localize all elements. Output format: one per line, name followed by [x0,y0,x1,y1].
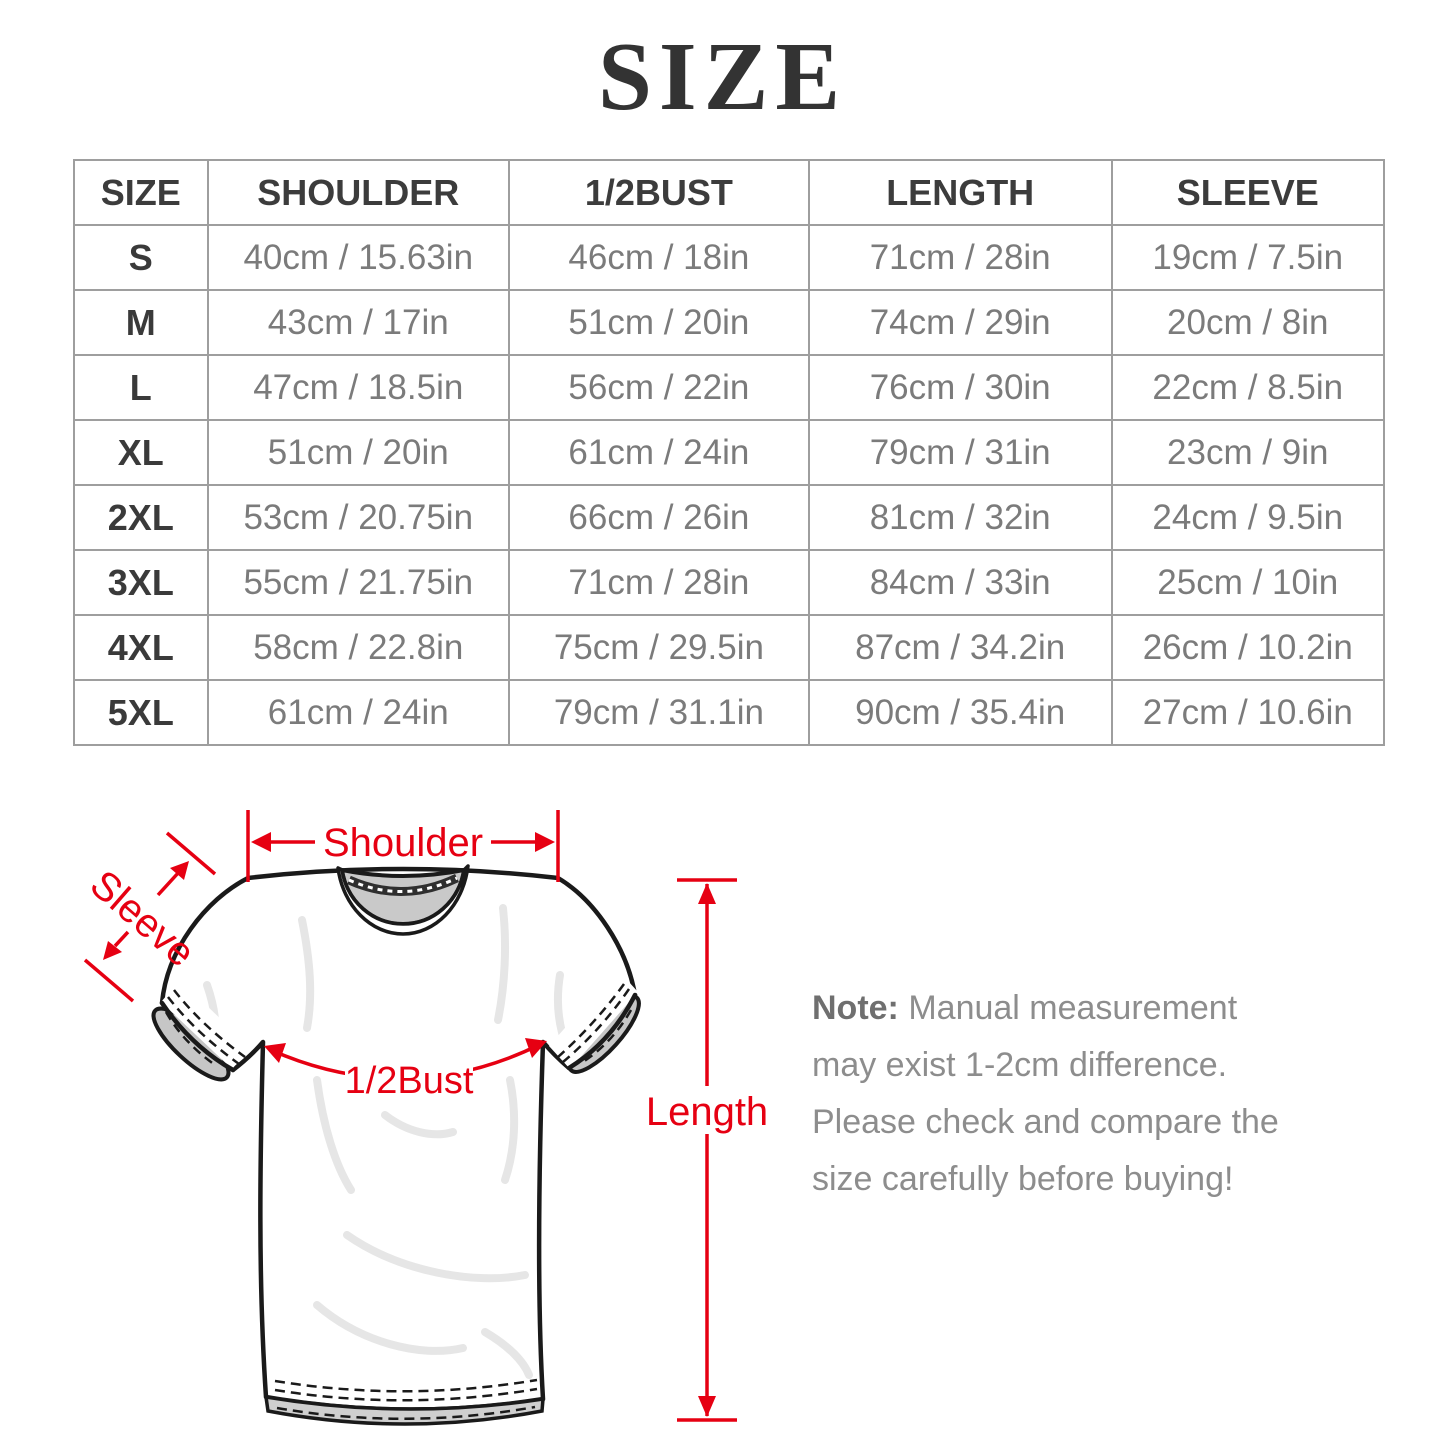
left-cuff [151,980,251,1082]
sleeve-value: 22cm / 8.5in [1110,354,1385,421]
sleeve-value: 25cm / 10in [1110,549,1385,616]
half-bust-value: 56cm / 22in [507,354,810,421]
right-cuff-edge [566,992,638,1071]
shoulder-value: 47cm / 18.5in [206,354,510,421]
col-header-length: LENGTH [807,159,1113,226]
col-header-shoulder: SHOULDER [206,159,510,226]
sleeve-arrowhead-up [170,861,189,880]
shoulder-value: 43cm / 17in [206,289,510,356]
size-label: 2XL [73,484,209,551]
length-arrowhead-up [698,883,716,904]
shoulder-value: 40cm / 15.63in [206,224,510,291]
bust-arrowhead-left [264,1043,286,1063]
size-label: XL [73,419,209,486]
shirt-outline [159,866,638,1412]
shoulder-arrowhead-right [535,832,555,852]
size-label: L [73,354,209,421]
shoulder-label: Shoulder [323,821,483,865]
shoulder-value: 58cm / 22.8in [206,614,510,681]
half-bust-value: 75cm / 29.5in [507,614,810,681]
length-value: 90cm / 35.4in [807,679,1113,746]
bust-label-backing [345,1057,473,1101]
half-bust-value: 66cm / 26in [507,484,810,551]
sleeve-label: Sleeve [82,862,203,975]
shoulder-value: 55cm / 21.75in [206,549,510,616]
sleeve-value: 20cm / 8in [1110,289,1385,356]
sleeve-arrow-line-up [156,870,181,897]
shoulder-value: 53cm / 20.75in [206,484,510,551]
sleeve-value: 19cm / 7.5in [1110,224,1385,291]
bust-arrowhead-right [525,1038,547,1058]
left-cuff-edge [159,1000,236,1073]
page-title: SIZE [597,23,848,130]
half-bust-value: 61cm / 24in [507,419,810,486]
hem-fold [263,1394,545,1426]
table-row: 5XL 61cm / 24in 79cm / 31.1in 90cm / 35.… [73,679,1385,746]
sleeve-arrowhead-down [103,941,122,960]
sleeve-value: 27cm / 10.6in [1110,679,1385,746]
sleeve-value: 24cm / 9.5in [1110,484,1385,551]
tshirt-measurement-diagram: Shoulder Sleeve 1/2Bust Length [82,810,768,1426]
right-cuff [549,969,641,1074]
half-bust-label: 1/2Bust [345,1060,474,1102]
note-prefix: Note: [812,989,899,1027]
table-row: 4XL 58cm / 22.8in 75cm / 29.5in 87cm / 3… [73,614,1385,681]
note-text: Note: Manual measurement may exist 1-2cm… [812,980,1294,1208]
size-label: 4XL [73,614,209,681]
table-row: XL 51cm / 20in 61cm / 24in 79cm / 31in 2… [73,419,1385,486]
sleeve-value: 23cm / 9in [1110,419,1385,486]
tshirt-drawing [151,864,641,1426]
col-header-half-bust: 1/2BUST [507,159,810,226]
size-label: 3XL [73,549,209,616]
hem [263,1378,545,1426]
size-table: SIZE SHOULDER 1/2BUST LENGTH SLEEVE S 40… [73,159,1385,746]
collar-rib [336,864,470,936]
length-value: 81cm / 32in [807,484,1113,551]
col-header-sleeve: SLEEVE [1110,159,1385,226]
half-bust-value: 79cm / 31.1in [507,679,810,746]
length-value: 74cm / 29in [807,289,1113,356]
col-header-size: SIZE [73,159,209,226]
length-value: 79cm / 31in [807,419,1113,486]
sleeve-arrow-line-down [113,930,130,948]
sleeve-tick-top [165,831,217,876]
shoulder-value: 51cm / 20in [206,419,510,486]
table-row: 3XL 55cm / 21.75in 71cm / 28in 84cm / 33… [73,549,1385,616]
half-bust-value: 46cm / 18in [507,224,810,291]
table-header-row: SIZE SHOULDER 1/2BUST LENGTH SLEEVE [73,159,1385,226]
half-bust-value: 71cm / 28in [507,549,810,616]
table-row: S 40cm / 15.63in 46cm / 18in 71cm / 28in… [73,224,1385,291]
length-value: 84cm / 33in [807,549,1113,616]
shoulder-value: 61cm / 24in [206,679,510,746]
size-label: 5XL [73,679,209,746]
half-bust-value: 51cm / 20in [507,289,810,356]
size-label: M [73,289,209,356]
length-value: 87cm / 34.2in [807,614,1113,681]
size-label: S [73,224,209,291]
length-value: 76cm / 30in [807,354,1113,421]
sleeve-tick-bottom [83,958,135,1003]
table-row: M 43cm / 17in 51cm / 20in 74cm / 29in 20… [73,289,1385,356]
table-row: L 47cm / 18.5in 56cm / 22in 76cm / 30in … [73,354,1385,421]
sleeve-value: 26cm / 10.2in [1110,614,1385,681]
length-value: 71cm / 28in [807,224,1113,291]
table-row: 2XL 53cm / 20.75in 66cm / 26in 81cm / 32… [73,484,1385,551]
length-arrowhead-down [698,1396,716,1417]
collar [336,864,470,936]
note-body: Manual measurement may exist 1-2cm diffe… [812,989,1279,1198]
shoulder-arrowhead-left [251,832,271,852]
length-label: Length [646,1090,768,1134]
